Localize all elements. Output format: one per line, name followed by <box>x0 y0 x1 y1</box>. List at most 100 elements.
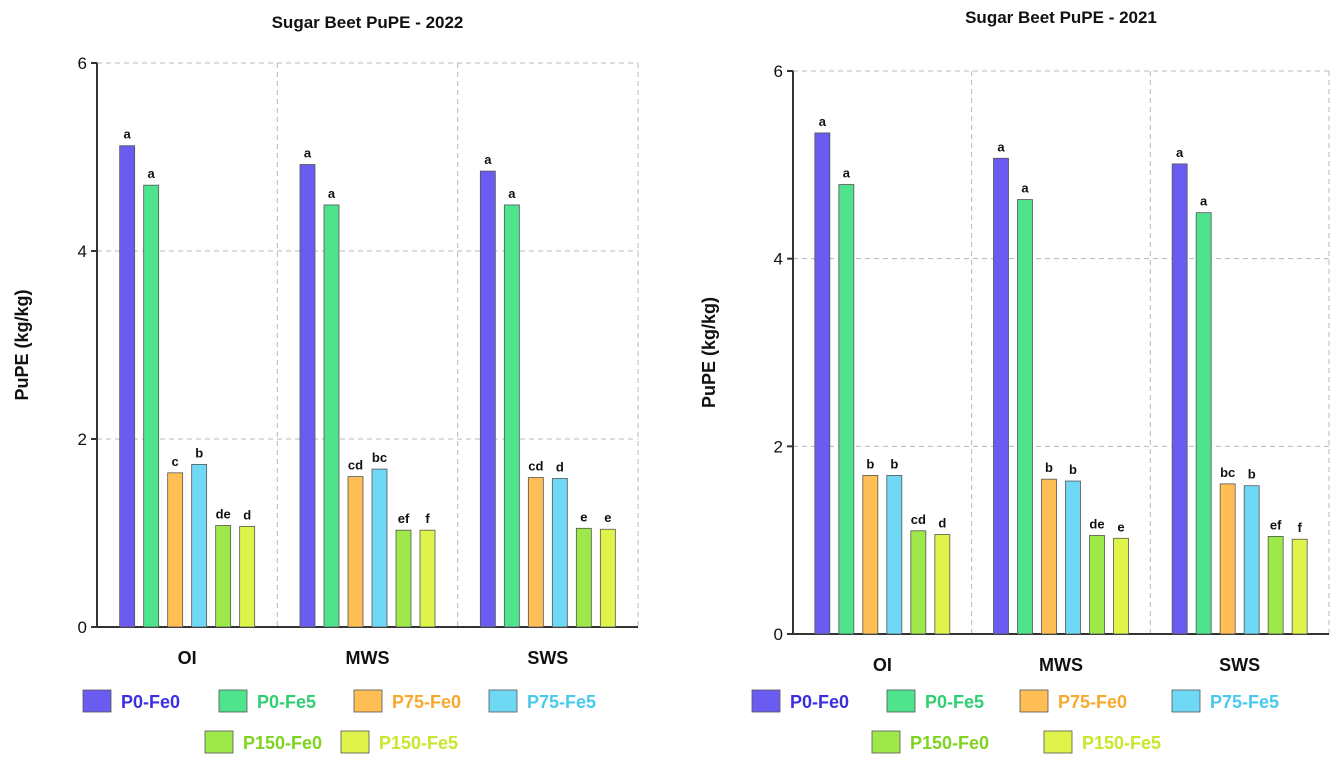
significance-label: f <box>1297 520 1302 535</box>
bar <box>1268 536 1283 634</box>
significance-label: b <box>1045 460 1053 475</box>
significance-label: c <box>172 454 179 469</box>
bar <box>216 525 231 627</box>
significance-label: a <box>1176 145 1184 160</box>
bar <box>935 535 950 634</box>
significance-label: a <box>484 152 492 167</box>
y-tick-label: 0 <box>774 625 783 644</box>
legend-swatch <box>205 731 233 753</box>
legend: P0-Fe0 P0-Fe5 P75-Fe0 P75-Fe5 P150-Fe0 P150-F… <box>752 690 1279 753</box>
x-tick-label: MWS <box>1039 655 1083 675</box>
significance-label: a <box>124 127 132 142</box>
significance-label: de <box>1089 516 1104 531</box>
significance-label: cd <box>348 458 363 473</box>
significance-label: d <box>556 459 564 474</box>
bar <box>1018 200 1033 634</box>
y-tick-label: 2 <box>774 437 783 456</box>
significance-label: b <box>866 456 874 471</box>
x-tick-label: SWS <box>1219 655 1260 675</box>
chart-title: Sugar Beet PuPE - 2022 <box>272 13 464 32</box>
significance-label: e <box>1117 519 1124 534</box>
chart-2022: Sugar Beet PuPE - 2022 0 2 4 6 PuPE (kg/kg) a a… <box>0 0 672 762</box>
legend-entry: P75-Fe5 <box>1210 692 1279 712</box>
bar <box>528 478 543 627</box>
legend-entry: P150-Fe5 <box>1082 733 1161 753</box>
bar <box>887 475 902 634</box>
legend-entry: P0-Fe5 <box>257 692 316 712</box>
legend-swatch <box>887 690 915 712</box>
x-tick-label: OI <box>178 648 197 668</box>
legend-entry: P75-Fe0 <box>392 692 461 712</box>
legend-entry: P0-Fe0 <box>121 692 180 712</box>
legend-swatch <box>354 690 382 712</box>
significance-label: a <box>819 114 827 129</box>
bar <box>192 464 207 627</box>
significance-label: d <box>938 516 946 531</box>
significance-label: de <box>216 506 231 521</box>
bar <box>1114 538 1129 634</box>
significance-label: bc <box>1220 465 1235 480</box>
chart-2021: Sugar Beet PuPE - 20210246PuPE (kg/kg)aa… <box>672 0 1344 762</box>
legend-swatch <box>489 690 517 712</box>
bar <box>1196 213 1211 634</box>
y-axis-label: PuPE (kg/kg) <box>699 297 719 408</box>
bar <box>1220 484 1235 634</box>
significance-label: ef <box>1270 517 1282 532</box>
bar <box>911 531 926 634</box>
legend-swatch <box>1044 731 1072 753</box>
y-tick-label: 6 <box>774 62 783 81</box>
significance-label: a <box>148 166 156 181</box>
bar <box>1172 164 1187 634</box>
bar <box>863 475 878 634</box>
significance-label: e <box>580 509 587 524</box>
legend-entry: P0-Fe0 <box>790 692 849 712</box>
significance-label: f <box>425 511 430 526</box>
significance-label: b <box>195 445 203 460</box>
bar <box>994 158 1009 634</box>
significance-label: b <box>1248 467 1256 482</box>
y-axis-label: PuPE (kg/kg) <box>12 289 32 400</box>
bar <box>600 529 615 627</box>
bar <box>1066 481 1081 634</box>
significance-label: a <box>997 139 1005 154</box>
legend-swatch <box>83 690 111 712</box>
bar <box>480 171 495 627</box>
significance-label: a <box>508 186 516 201</box>
bar <box>504 205 519 627</box>
significance-label: a <box>1021 181 1029 196</box>
bar <box>348 477 363 627</box>
bar <box>300 165 315 627</box>
significance-label: a <box>328 186 336 201</box>
y-tick-label: 0 <box>78 618 87 637</box>
bar <box>576 528 591 627</box>
bar <box>815 133 830 634</box>
legend-swatch <box>1020 690 1048 712</box>
significance-label: d <box>243 507 251 522</box>
legend-swatch <box>872 731 900 753</box>
x-tick-label: MWS <box>346 648 390 668</box>
legend-entry: P150-Fe5 <box>379 733 458 753</box>
legend: P0-Fe0 P0-Fe5 P75-Fe0 P75-Fe5 P150-Fe0 P150-F… <box>83 690 596 753</box>
bar <box>552 478 567 627</box>
bar <box>144 185 159 627</box>
significance-label: a <box>304 146 312 161</box>
bar <box>1042 479 1057 634</box>
x-tick-label: OI <box>873 655 892 675</box>
legend-swatch <box>1172 690 1200 712</box>
legend-swatch <box>752 690 780 712</box>
bar <box>1244 486 1259 634</box>
y-tick-label: 2 <box>78 430 87 449</box>
significance-label: e <box>604 510 611 525</box>
legend-swatch <box>219 690 247 712</box>
significance-label: b <box>1069 462 1077 477</box>
bar <box>1292 539 1307 634</box>
bar <box>396 530 411 627</box>
significance-label: b <box>890 456 898 471</box>
bar <box>324 205 339 627</box>
bar <box>372 469 387 627</box>
legend-entry: P75-Fe5 <box>527 692 596 712</box>
bar <box>1090 535 1105 634</box>
legend-entry: P0-Fe5 <box>925 692 984 712</box>
legend-entry: P150-Fe0 <box>910 733 989 753</box>
